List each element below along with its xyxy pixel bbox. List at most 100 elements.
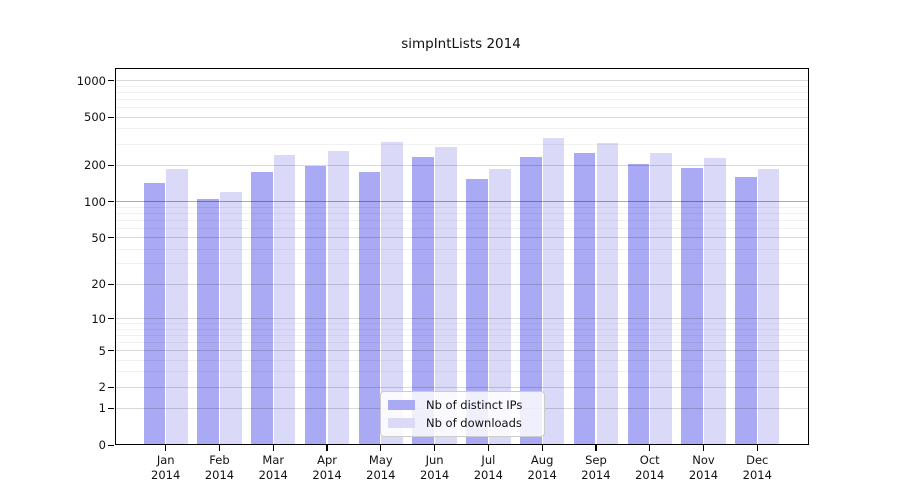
bar-distinct-ips (681, 168, 703, 444)
gridline-minor (114, 219, 809, 221)
x-axis-tick (165, 445, 167, 451)
gridline-minor (114, 85, 809, 87)
y-tick-label: 200 (84, 158, 106, 173)
y-tick-label: 2 (98, 380, 106, 395)
bar-distinct-ips (358, 172, 381, 444)
x-axis-tick (649, 445, 651, 451)
y-axis-tick (108, 283, 114, 286)
gridline-minor (114, 323, 809, 325)
gridline-minor (114, 206, 809, 208)
x-axis-tick (595, 445, 597, 451)
y-axis-tick (108, 350, 114, 352)
x-axis-tick (272, 445, 274, 451)
bar-distinct-ips (519, 156, 542, 444)
y-tick-label: 5 (98, 343, 106, 358)
gridline-major (114, 80, 809, 82)
bar-distinct-ips (197, 198, 219, 444)
gridline-major (114, 116, 809, 118)
gridline-major (114, 350, 809, 352)
bar-downloads (488, 168, 511, 444)
legend-swatch-downloads-icon (388, 417, 415, 428)
y-axis-tick (108, 318, 114, 320)
x-tick-label: Mar 2014 (258, 453, 288, 482)
bar-downloads (381, 142, 403, 444)
x-axis-tick (218, 445, 221, 451)
bar-downloads (327, 150, 350, 444)
y-axis-tick (108, 386, 114, 388)
bar-downloads (596, 142, 619, 444)
gridline-minor (114, 98, 809, 100)
bar-distinct-ips (466, 178, 488, 444)
y-axis-tick (108, 164, 114, 167)
x-tick-label: Jan 2014 (151, 453, 181, 482)
bar-distinct-ips (143, 182, 166, 444)
y-axis-tick (108, 80, 114, 82)
gridline-major (114, 201, 809, 203)
gridline-minor (114, 91, 809, 93)
gridline-minor (114, 341, 809, 343)
gridline-minor (114, 371, 809, 373)
x-tick-label: Jul 2014 (473, 453, 504, 482)
bar-downloads (704, 157, 726, 444)
gridline-major (114, 283, 809, 285)
gridline-minor (114, 263, 809, 265)
y-tick-label: 10 (91, 311, 106, 326)
bar-distinct-ips (412, 157, 434, 444)
gridline-minor (114, 128, 809, 130)
y-axis-tick (108, 201, 114, 203)
x-axis-tick (326, 445, 328, 451)
gridline-major (114, 164, 809, 166)
y-axis-tick (108, 116, 114, 118)
y-tick-label: 50 (91, 230, 106, 245)
x-tick-label: Dec 2014 (742, 453, 772, 482)
x-tick-label: Jun 2014 (419, 453, 450, 482)
y-axis-tick (108, 407, 114, 410)
bar-downloads (542, 137, 565, 444)
bar-downloads (273, 154, 296, 444)
legend-label-distinct-ips: Nb of distinct IPs (426, 398, 523, 413)
x-tick-label: Nov 2014 (688, 453, 719, 482)
gridline-minor (114, 328, 809, 330)
bar-distinct-ips (735, 177, 757, 444)
bar-downloads (435, 147, 457, 444)
bar-downloads (220, 191, 242, 444)
y-axis-tick (108, 237, 114, 239)
gridline-minor (114, 227, 809, 229)
chart-title: simpIntLists 2014 (401, 36, 521, 52)
gridline-major (114, 318, 809, 320)
bar-distinct-ips (627, 163, 650, 444)
y-axis-tick (108, 444, 114, 446)
y-tick-label: 100 (84, 194, 106, 209)
legend-label-downloads: Nb of downloads (426, 415, 522, 430)
gridline-minor (114, 143, 809, 145)
y-tick-label: 1 (98, 401, 106, 416)
x-axis-tick (434, 445, 436, 451)
gridline-minor (114, 107, 809, 109)
bar-distinct-ips (251, 172, 273, 444)
x-axis-tick (487, 445, 489, 451)
bar-distinct-ips (304, 165, 327, 444)
legend: Nb of distinct IPs Nb of downloads (380, 391, 545, 437)
x-tick-label: Apr 2014 (312, 453, 342, 482)
x-tick-label: May 2014 (366, 453, 396, 482)
y-tick-label: 500 (84, 110, 106, 125)
bar-distinct-ips (573, 153, 596, 444)
x-axis-tick (380, 445, 382, 451)
gridline-minor (114, 212, 809, 214)
gridline-minor (114, 248, 809, 250)
x-tick-label: Feb 2014 (204, 453, 235, 482)
x-tick-label: Sep 2014 (581, 453, 611, 482)
gridline-major (114, 237, 809, 239)
gridline-minor (114, 359, 809, 361)
y-tick-label: 1000 (76, 73, 106, 88)
bar-downloads (166, 168, 188, 444)
gridline-minor (114, 334, 809, 336)
gridline-major (114, 386, 809, 388)
y-tick-label: 20 (91, 277, 106, 292)
legend-swatch-distinct-ips-icon (388, 400, 415, 411)
x-tick-label: Aug 2014 (527, 453, 557, 482)
y-tick-label: 0 (98, 438, 106, 452)
legend-item-distinct-ips: Nb of distinct IPs (388, 398, 536, 412)
x-axis-tick (702, 445, 705, 451)
